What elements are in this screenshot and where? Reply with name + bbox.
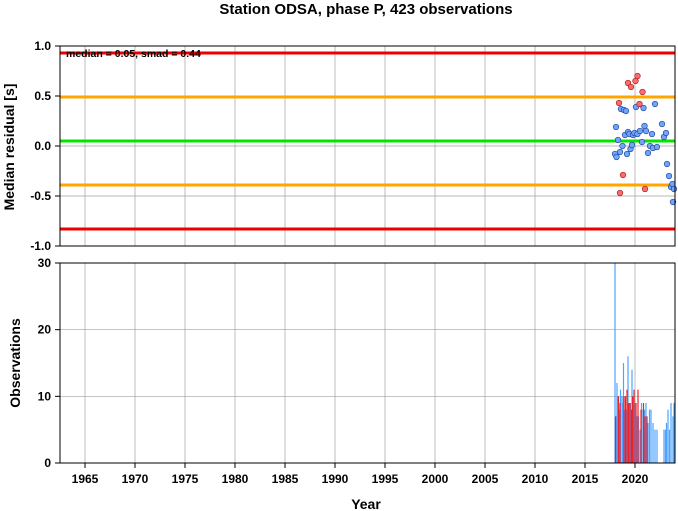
- residual-point: [658, 120, 666, 128]
- residual-point: [665, 172, 673, 180]
- y-tick-label: 0.0: [34, 139, 51, 153]
- outlier-point: [641, 185, 649, 193]
- residual-y-ticks: 1.0 0.5 0.0 -0.5 -1.0: [30, 39, 60, 253]
- residual-point: [669, 198, 677, 206]
- residual-point: [670, 185, 678, 193]
- observations-y-ticks: 0 10 20 30: [38, 256, 60, 470]
- x-tick-label: 2020: [622, 472, 649, 486]
- x-axis-label: Year: [351, 496, 381, 511]
- observations-panel: 0 10 20 30 1965 1970 1975 1980 1985 1990 1995 2000…: [7, 256, 676, 511]
- residual-point: [662, 129, 670, 137]
- y-tick-label: 1.0: [34, 39, 51, 53]
- residual-point: [616, 148, 624, 156]
- observations-y-axis-label: Observations: [7, 318, 23, 408]
- residual-point: [614, 136, 622, 144]
- residual-point: [640, 104, 647, 112]
- x-tick-label: 2010: [522, 472, 549, 486]
- residual-point: [623, 150, 631, 158]
- outlier-point: [634, 72, 641, 80]
- outlier-point: [619, 171, 627, 179]
- residual-point: [642, 127, 650, 135]
- observation-bars: [614, 263, 675, 463]
- residual-point: [636, 127, 644, 135]
- outlier-point: [616, 189, 624, 197]
- residual-point: [648, 130, 656, 138]
- residual-point: [622, 107, 630, 115]
- residual-point: [653, 143, 661, 151]
- residual-y-axis-label: Median residual [s]: [1, 84, 17, 211]
- residual-point: [612, 123, 620, 131]
- outlier-point: [636, 100, 643, 108]
- residual-panel: 1.0 0.5 0.0 -0.5 -1.0 median = 0.05, smad = …: [1, 39, 678, 253]
- x-tick-label: 1975: [172, 472, 199, 486]
- residual-point: [663, 160, 671, 168]
- outlier-point: [627, 83, 635, 91]
- observations-gridlines: [60, 262, 675, 464]
- y-tick-label: 10: [38, 389, 52, 403]
- chart-title: Station ODSA, phase P, 423 observations: [219, 1, 512, 18]
- residual-point: [628, 141, 636, 149]
- residual-point: [644, 149, 652, 157]
- residual-point: [619, 142, 626, 150]
- x-tick-label: 2000: [422, 472, 449, 486]
- year-x-ticks: 1965 1970 1975 1980 1985 1990 1995 2000 2005 2010…: [72, 463, 649, 486]
- residual-points: [611, 72, 678, 206]
- outlier-point: [615, 99, 623, 107]
- x-tick-label: 1990: [322, 472, 349, 486]
- observations-panel-frame: [59, 262, 676, 464]
- residual-point: [638, 138, 646, 146]
- outlier-point: [639, 88, 646, 96]
- y-tick-label: -1.0: [30, 239, 51, 253]
- residual-point: [613, 153, 620, 161]
- residual-reference-lines: [60, 51, 675, 231]
- y-tick-label: 20: [38, 323, 52, 337]
- x-tick-label: 1995: [372, 472, 399, 486]
- x-tick-label: 2005: [472, 472, 499, 486]
- y-tick-label: 30: [38, 256, 52, 270]
- stats-annotation: median = 0.05, smad = 0.44: [66, 48, 201, 60]
- x-tick-label: 1980: [222, 472, 249, 486]
- residual-point: [651, 100, 659, 108]
- x-tick-label: 1965: [72, 472, 99, 486]
- x-tick-label: 1985: [272, 472, 299, 486]
- residual-gridlines: [60, 45, 675, 247]
- y-tick-label: 0.5: [34, 89, 51, 103]
- x-tick-label: 1970: [122, 472, 149, 486]
- y-tick-label: -0.5: [30, 189, 51, 203]
- x-tick-label: 2015: [572, 472, 599, 486]
- y-tick-label: 0: [44, 456, 51, 470]
